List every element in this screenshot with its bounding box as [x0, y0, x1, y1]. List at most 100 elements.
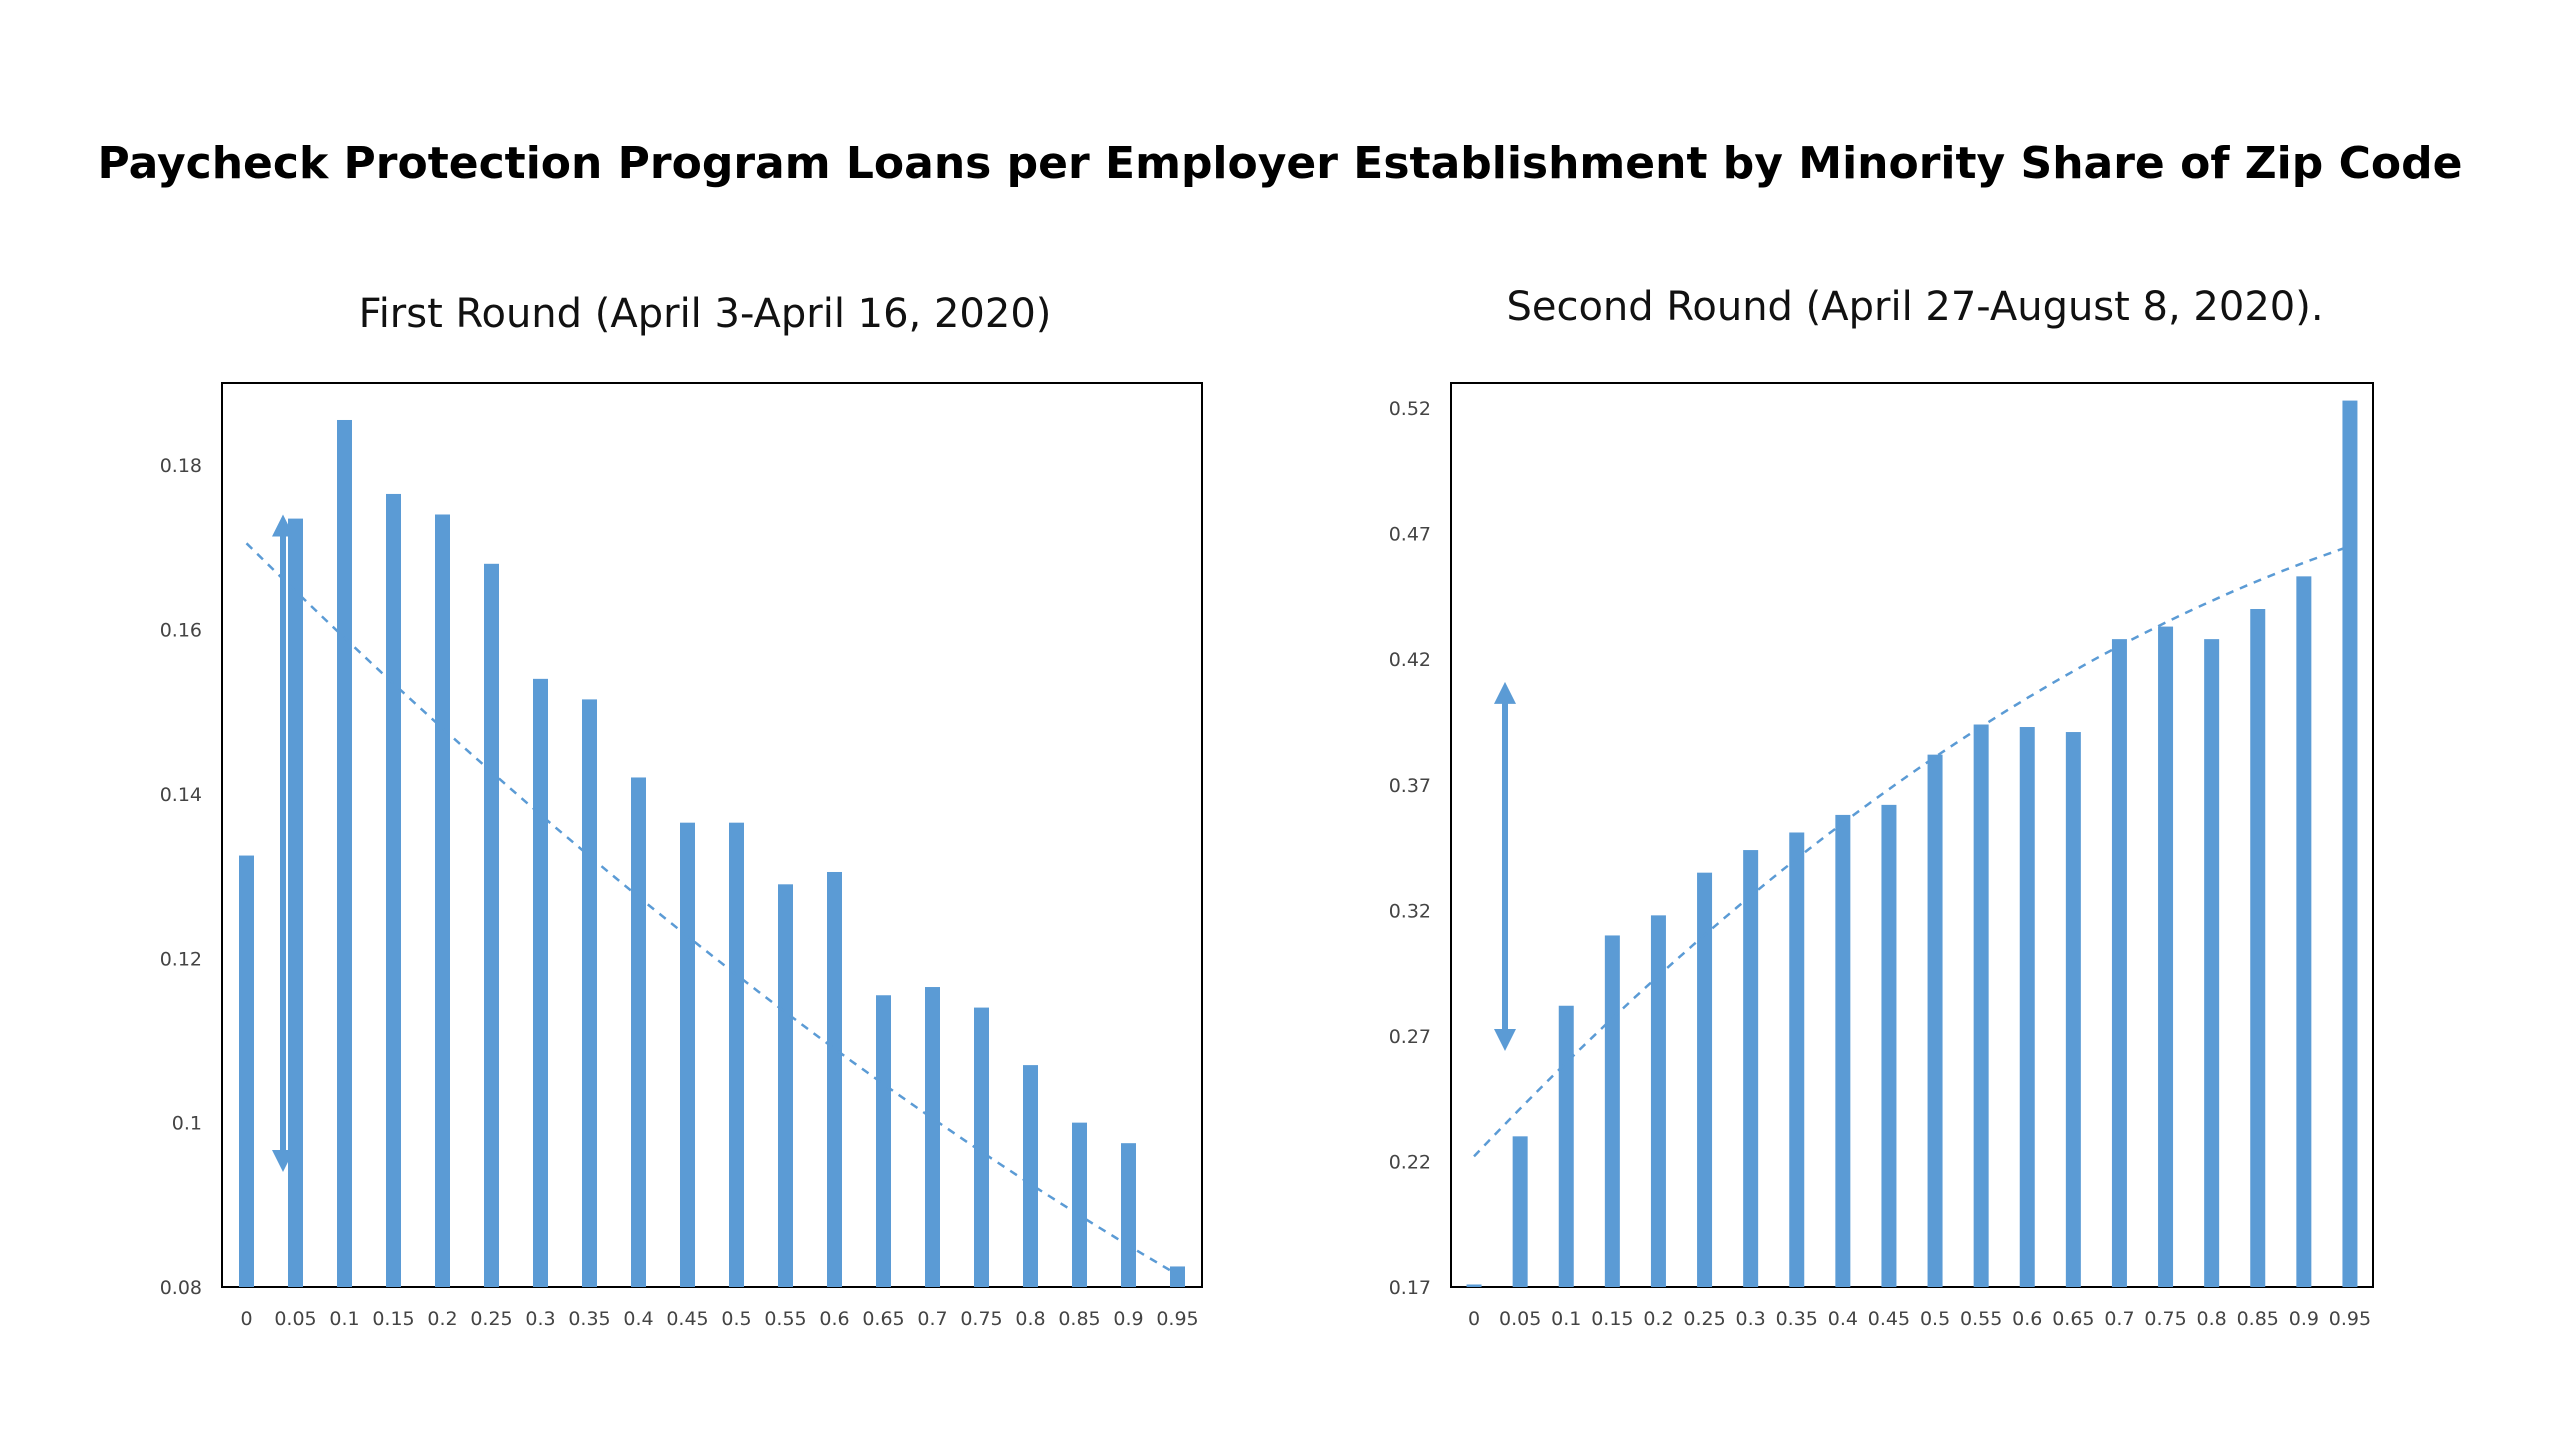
bar — [1512, 1136, 1528, 1287]
x-tick-label: 0.75 — [2144, 1308, 2186, 1330]
bar — [435, 514, 450, 1287]
x-tick-label: 0.7 — [917, 1308, 947, 1330]
bar — [1973, 724, 1989, 1287]
chart-first-round: First Round (April 3-April 16, 2020) 0.08… — [160, 291, 1203, 1330]
arrow-head-down — [1494, 1028, 1516, 1051]
bar — [827, 871, 842, 1287]
x-tick-label: 0.8 — [1015, 1308, 1045, 1330]
x-tick-label: 0.8 — [2197, 1308, 2227, 1330]
x-tick-label: 0.85 — [2237, 1308, 2279, 1330]
bar — [1835, 814, 1851, 1287]
bar — [533, 678, 548, 1287]
bar — [1650, 915, 1666, 1287]
bar — [337, 419, 352, 1287]
bar — [729, 822, 744, 1287]
y-tick-label: 0.32 — [1389, 900, 1431, 922]
x-tick-label: 0.65 — [2052, 1308, 2094, 1330]
x-tick-label: 0.85 — [1058, 1308, 1100, 1330]
x-tick-label: 0.45 — [1868, 1308, 1910, 1330]
bar — [876, 995, 891, 1287]
bar — [2296, 576, 2312, 1287]
y-tick-label: 0.17 — [1389, 1277, 1431, 1299]
main-title: Paycheck Protection Program Loans per Em… — [97, 138, 2463, 189]
x-tick-label: 0.3 — [525, 1308, 555, 1330]
bar — [778, 884, 793, 1287]
bar — [2250, 609, 2266, 1287]
bar — [1121, 1143, 1136, 1287]
bar — [2158, 626, 2174, 1287]
y-tick-label: 0.37 — [1389, 775, 1431, 797]
bar — [925, 987, 940, 1287]
x-tick-label: 0.95 — [1156, 1308, 1198, 1330]
y-tick-label: 0.27 — [1389, 1026, 1431, 1048]
bar — [582, 699, 597, 1287]
arrow-head-up — [1494, 681, 1516, 704]
x-tick-label: 0.5 — [721, 1308, 751, 1330]
y-tick-label: 0.22 — [1389, 1151, 1431, 1173]
y-tick-label: 0.1 — [172, 1113, 202, 1135]
x-tick-label: 0.65 — [862, 1308, 904, 1330]
bar — [386, 493, 401, 1288]
chart-second-round: Second Round (April 27-August 8, 2020). 0… — [1389, 284, 2374, 1330]
x-tick-label: 0.9 — [1113, 1308, 1143, 1330]
bar — [1466, 1284, 1482, 1287]
x-tick-label: 0.95 — [2329, 1308, 2371, 1330]
bar — [288, 518, 303, 1287]
chart-subtitle: Second Round (April 27-August 8, 2020). — [1506, 284, 2323, 330]
y-tick-label: 0.14 — [160, 784, 202, 806]
x-tick-label: 0.15 — [372, 1308, 414, 1330]
bar — [1170, 1266, 1185, 1287]
x-tick-label: 0.3 — [1736, 1308, 1766, 1330]
bar — [1743, 850, 1759, 1287]
bar — [2065, 732, 2081, 1287]
x-tick-label: 0.6 — [2012, 1308, 2042, 1330]
x-tick-label: 0.55 — [764, 1308, 806, 1330]
arrow-head-up — [272, 514, 294, 537]
x-tick-label: 0.55 — [1960, 1308, 2002, 1330]
arrow-head-down — [272, 1149, 294, 1172]
y-tick-label: 0.16 — [160, 620, 202, 642]
x-tick-label: 0.35 — [568, 1308, 610, 1330]
x-tick-label: 0.9 — [2289, 1308, 2319, 1330]
x-tick-label: 0.4 — [1828, 1308, 1858, 1330]
bar — [1789, 832, 1805, 1287]
y-tick-label: 0.12 — [160, 948, 202, 970]
bar — [2111, 639, 2127, 1287]
chart-subtitle: First Round (April 3-April 16, 2020) — [359, 291, 1052, 337]
bar — [1558, 1005, 1574, 1287]
x-tick-label: 0.1 — [329, 1308, 359, 1330]
bar — [1023, 1065, 1038, 1287]
x-tick-label: 0.5 — [1920, 1308, 1950, 1330]
x-tick-label: 0.4 — [623, 1308, 653, 1330]
bar — [1604, 935, 1620, 1287]
x-tick-label: 0.2 — [1643, 1308, 1673, 1330]
x-tick-label: 0.1 — [1551, 1308, 1581, 1330]
x-tick-label: 0.7 — [2104, 1308, 2134, 1330]
trendline — [1473, 545, 2351, 1158]
y-tick-label: 0.18 — [160, 455, 202, 477]
bar — [2342, 400, 2358, 1288]
x-tick-label: 0 — [240, 1308, 252, 1330]
bar — [484, 563, 499, 1287]
x-tick-label: 0.25 — [1683, 1308, 1725, 1330]
bar — [974, 1007, 989, 1287]
y-tick-label: 0.52 — [1389, 398, 1431, 420]
x-tick-label: 0 — [1468, 1308, 1480, 1330]
bar — [1072, 1122, 1087, 1287]
y-tick-label: 0.42 — [1389, 649, 1431, 671]
y-tick-label: 0.47 — [1389, 524, 1431, 546]
y-tick-label: 0.08 — [160, 1277, 202, 1299]
bar — [631, 777, 646, 1287]
plot-frame — [221, 382, 1203, 1288]
x-tick-label: 0.05 — [274, 1308, 316, 1330]
bar — [239, 855, 254, 1287]
x-tick-label: 0.2 — [427, 1308, 457, 1330]
x-tick-label: 0.25 — [470, 1308, 512, 1330]
x-tick-label: 0.35 — [1776, 1308, 1818, 1330]
bar — [2204, 639, 2220, 1287]
bar — [1697, 872, 1713, 1287]
x-tick-label: 0.15 — [1591, 1308, 1633, 1330]
bar — [1881, 804, 1897, 1287]
x-tick-label: 0.05 — [1499, 1308, 1541, 1330]
